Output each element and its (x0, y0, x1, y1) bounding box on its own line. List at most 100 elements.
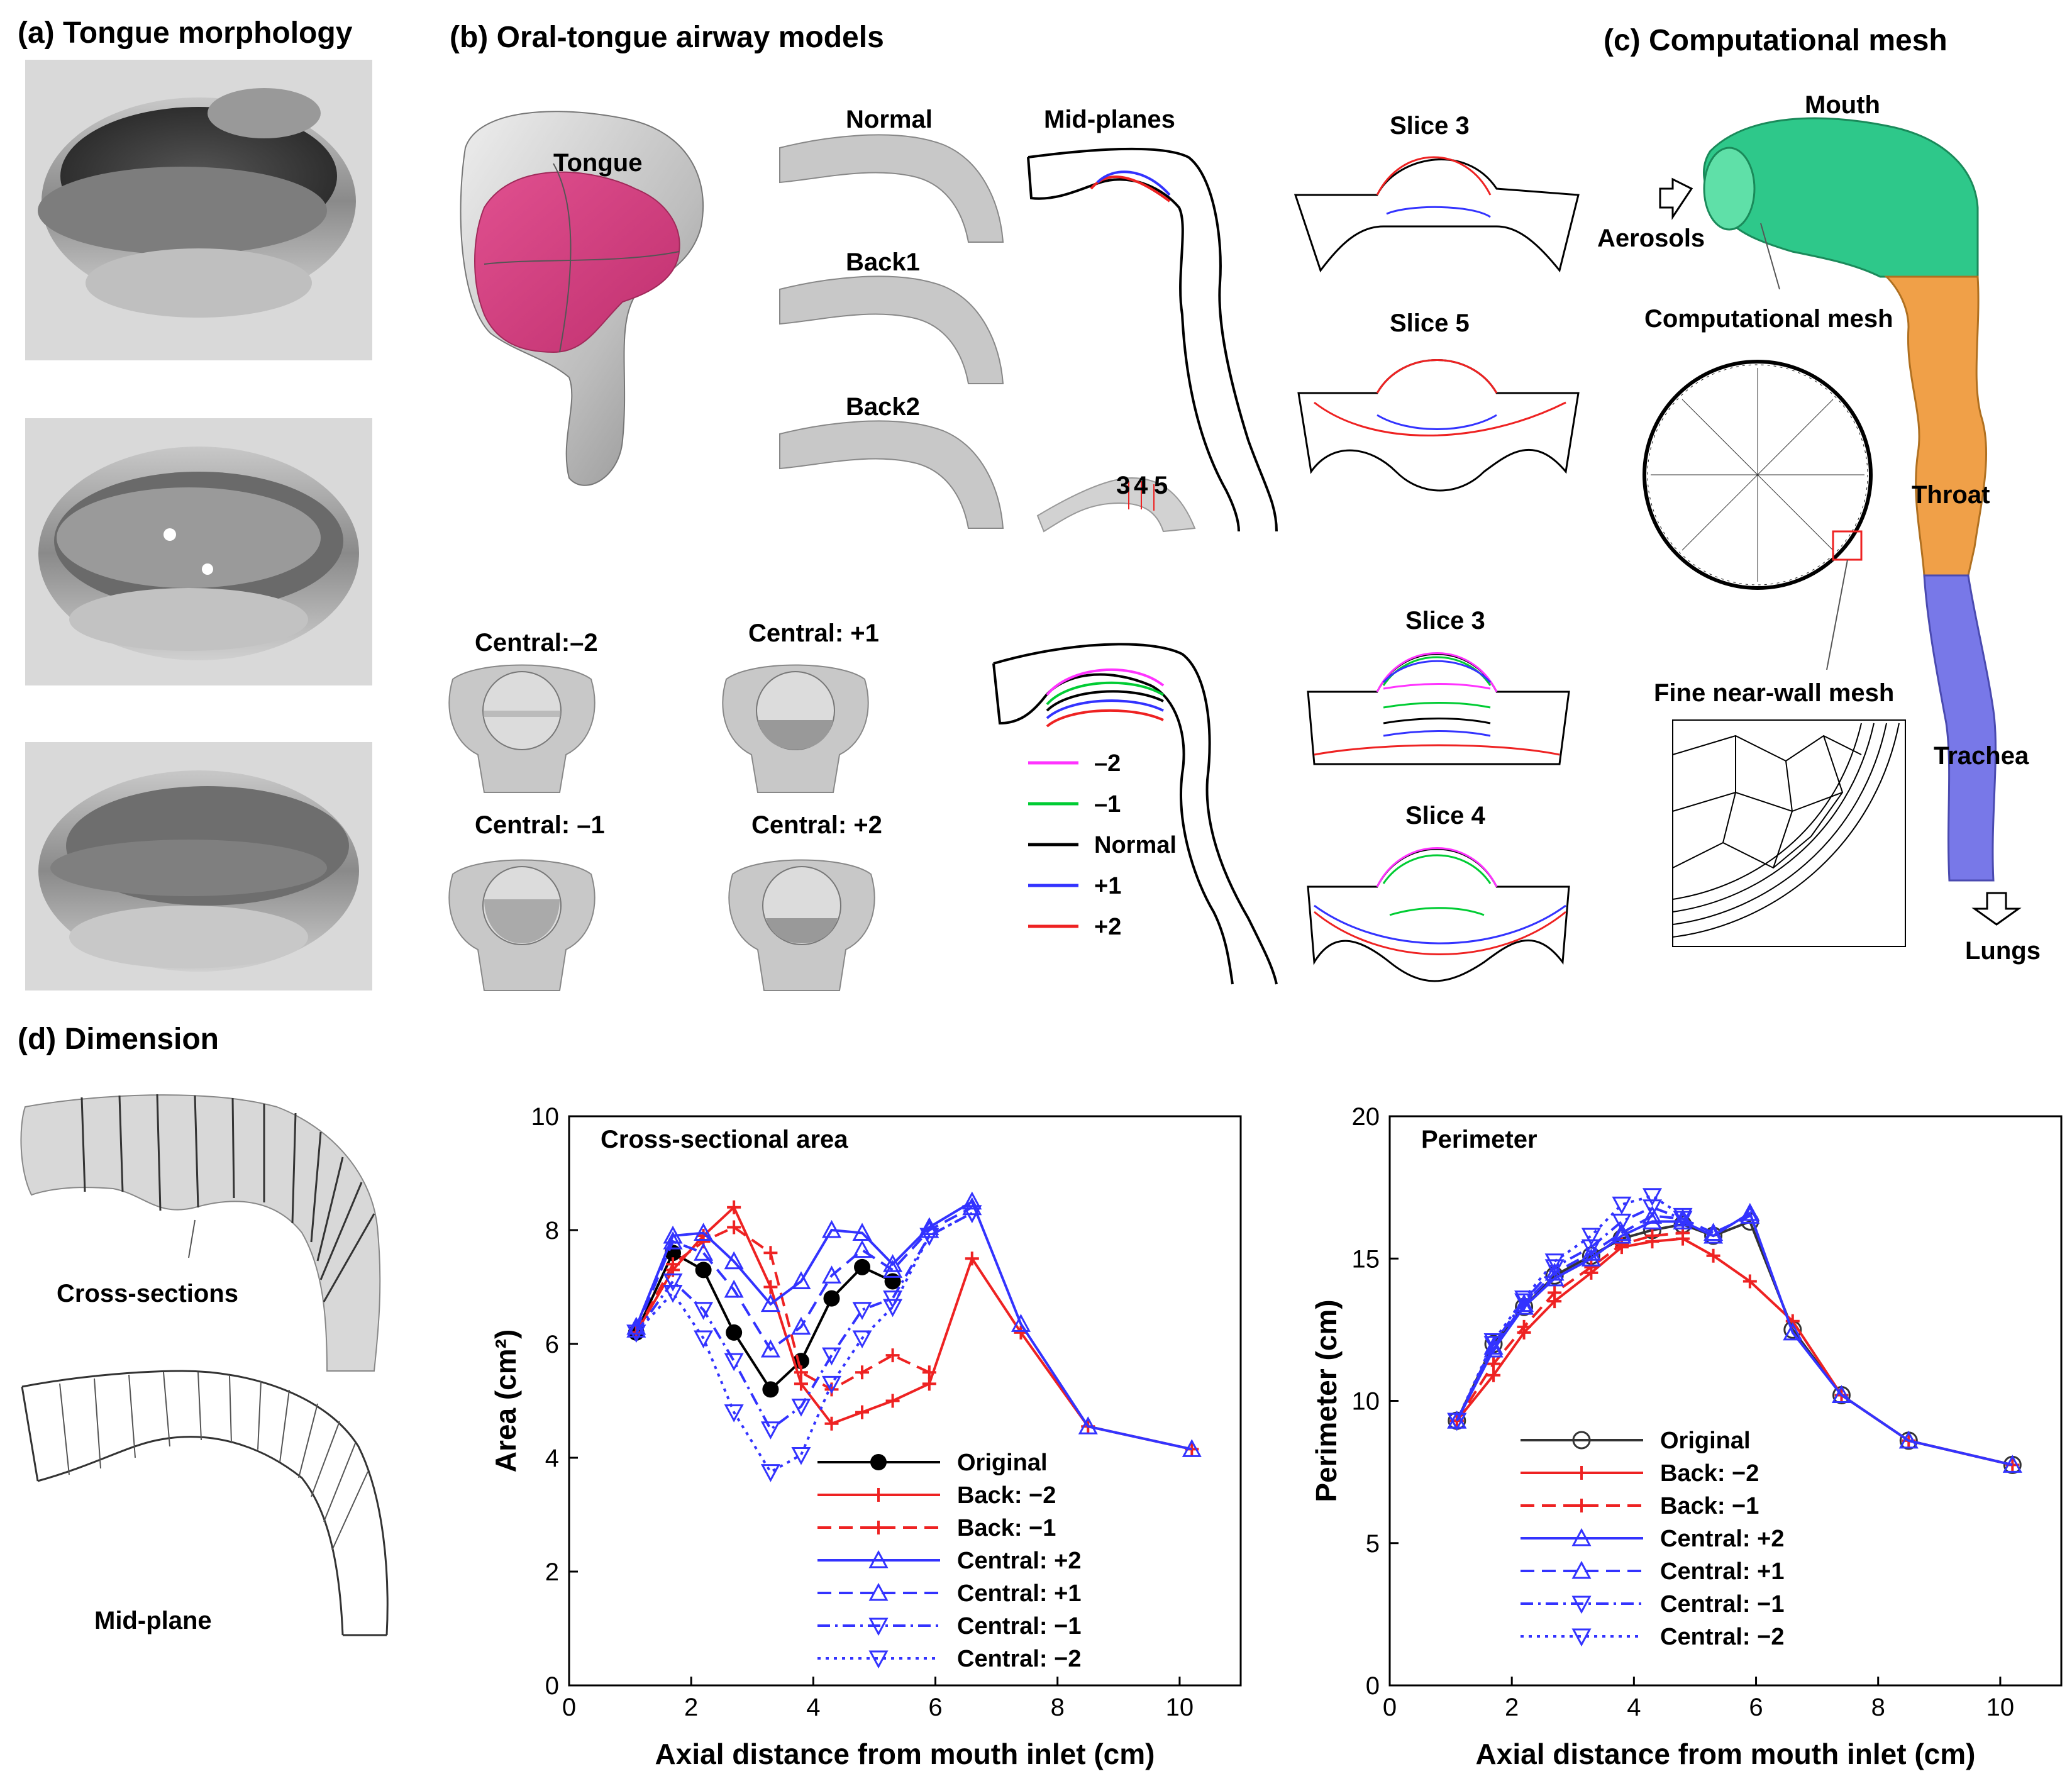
chart-0-series-6-line (635, 1212, 973, 1474)
cross-sections-label: Cross-sections (57, 1280, 238, 1307)
chart-1-series-3-point-11 (1831, 1385, 1851, 1403)
chart-1-ytick-label-0: 0 (1366, 1672, 1380, 1700)
chart-0-xtick-label-3: 6 (928, 1694, 942, 1721)
chart-1-legend-2-label: Back: −1 (1660, 1493, 1759, 1519)
model-label-normal: Normal (846, 106, 933, 133)
chart-0-series-5-point-3 (724, 1353, 744, 1372)
chart-1-legend-2-marker (1575, 1499, 1588, 1512)
chart-0-series-3-point-3 (724, 1251, 744, 1270)
chart-1-series-3-point-12 (1898, 1430, 1919, 1449)
chart-0-ytick-label-3: 6 (545, 1331, 559, 1358)
airway-3d-model: Tongue (460, 111, 704, 486)
chart-0-legend-1-label: Back: −2 (957, 1482, 1056, 1509)
chart-0-legend-3-marker (868, 1550, 889, 1568)
chart-0-legend-4-marker (868, 1582, 889, 1601)
chart-1-series-3-point-10 (1783, 1322, 1803, 1341)
slice-bottom-2: Slice 4 (1307, 802, 1570, 982)
slice-top-1: Slice 3 (1294, 112, 1580, 273)
midplane-legend-label-3: +1 (1094, 873, 1121, 899)
tongue-photo-2 (25, 418, 372, 685)
nearwall-mesh-label: Fine near-wall mesh (1654, 679, 1894, 707)
chart-0-series-1-point-10 (965, 1251, 979, 1266)
panel-a-title: (a) Tongue morphology (18, 16, 353, 50)
chart-1-series-6-point-7 (1673, 1207, 1693, 1226)
chart-0-series-6-point-2 (694, 1330, 714, 1349)
central-model-plus1: Central: +1 (722, 619, 879, 793)
chart-1-series-3-point-9 (1740, 1202, 1760, 1221)
chart-0-series-1-point-8 (885, 1394, 900, 1408)
chart-0-series-4-point-3 (724, 1279, 744, 1298)
chart-0-series-0-point-3 (726, 1324, 743, 1341)
chart-0-series-2-point-1 (666, 1257, 680, 1272)
chart-0-xtick-label-5: 10 (1166, 1694, 1194, 1721)
chart-1-xtick-label-0: 0 (1383, 1694, 1397, 1721)
chart-0-series-4-point-0 (626, 1319, 646, 1338)
chart-0-series-6-point-7 (852, 1330, 872, 1349)
mesh-label: Computational mesh (1644, 305, 1893, 333)
chart-0-series-5-point-1 (663, 1273, 683, 1292)
chart-0-series-6-point-6 (821, 1375, 842, 1394)
midplane-outlines-top: Mid-planes 3 4 5 (1027, 106, 1278, 533)
chart-0-ytick-label-0: 0 (545, 1672, 559, 1700)
chart-0-ylabel: Area (cm²) (489, 1329, 522, 1473)
chart-0-legend-3-label: Central: +2 (957, 1548, 1081, 1574)
chart-1-legend-6-label: Central: −2 (1660, 1624, 1784, 1650)
chart-1-legend-1-marker (1575, 1466, 1588, 1480)
chart-0-series-4-point-2 (694, 1243, 714, 1261)
throat-label: Throat (1912, 481, 1990, 509)
model-label-back2: Back2 (846, 393, 920, 421)
chart-0-series-3-line (634, 1199, 1192, 1451)
chart-0-series-2-point-5 (794, 1365, 808, 1380)
mouth-label: Mouth (1805, 91, 1880, 119)
chart-1-series-3-point-1 (1483, 1339, 1504, 1358)
chart-1-ytick-label-1: 5 (1366, 1530, 1380, 1558)
chart-0-legend-0-marker (870, 1454, 887, 1470)
chart-1-series-2-point-3 (1548, 1285, 1562, 1300)
central-label-minus2: Central:–2 (475, 629, 598, 657)
slice-number-3: 3 (1116, 472, 1130, 499)
chart-0-legend-5-marker (868, 1617, 889, 1636)
chart-1-series-2-point-6 (1645, 1229, 1659, 1243)
chart-1-series-5-line (1455, 1206, 1683, 1422)
chart-0-series-4-point-8 (883, 1260, 903, 1278)
chart-1-series-6-point-5 (1612, 1196, 1632, 1215)
chart-0-series-2-point-4 (763, 1246, 778, 1260)
chart-0-series-3-point-6 (821, 1219, 842, 1238)
chart-1-series-4-point-4 (1581, 1243, 1601, 1261)
central-model-plus2: Central: +2 (728, 811, 882, 991)
chart-0-ytick-label-1: 2 (545, 1558, 559, 1586)
chart-0-legend-5-label: Central: −1 (957, 1613, 1081, 1640)
chart-0-legend-6-label: Central: −2 (957, 1646, 1081, 1672)
chart-1-series-6-point-3 (1544, 1253, 1565, 1272)
tongue-photo-1 (25, 60, 372, 360)
chart-1-ytick-label-4: 20 (1352, 1103, 1380, 1131)
chart-0-series-2-point-7 (855, 1365, 870, 1380)
chart-1-series-5-point-1 (1483, 1336, 1504, 1355)
chart-0-series-5-point-6 (821, 1347, 842, 1366)
chart-0-series-1-point-4 (763, 1280, 778, 1294)
chart-0-series-0-point-4 (762, 1381, 779, 1398)
airway-model-back2: Back2 (779, 393, 1004, 529)
chart-1-series-1-point-8 (1706, 1248, 1720, 1263)
chart-0-xtick-label-4: 8 (1051, 1694, 1065, 1721)
chart-1-legend-0-marker (1572, 1431, 1591, 1450)
midplane-legend-label-2: Normal (1094, 832, 1177, 858)
trachea-label: Trachea (1934, 742, 2029, 770)
slice-bottom-2-title: Slice 4 (1405, 802, 1486, 829)
chart-1-series-3-point-4 (1581, 1248, 1601, 1267)
chart-1-xlabel: Axial distance from mouth inlet (cm) (1476, 1738, 1976, 1770)
chart-0-series-6-point-9 (919, 1228, 939, 1246)
chart-0-legend-2-label: Back: −1 (957, 1515, 1056, 1541)
slice-bottom-1-title: Slice 3 (1405, 607, 1485, 635)
chart-1-legend-5-label: Central: −1 (1660, 1591, 1784, 1617)
slice-top-2: Slice 5 (1297, 309, 1580, 492)
chart-0-series-6-point-0 (626, 1324, 646, 1343)
chart-0-xtick-label-2: 4 (806, 1694, 820, 1721)
chart-0-series-3-point-13 (1182, 1439, 1202, 1457)
chart-0-series-0-point-2 (695, 1262, 712, 1279)
slice-top-1-title: Slice 3 (1390, 112, 1470, 140)
chart-0-series-2-point-3 (727, 1220, 741, 1234)
chart-0-series-2-line (635, 1226, 930, 1391)
tongue-photo-3 (25, 742, 372, 990)
